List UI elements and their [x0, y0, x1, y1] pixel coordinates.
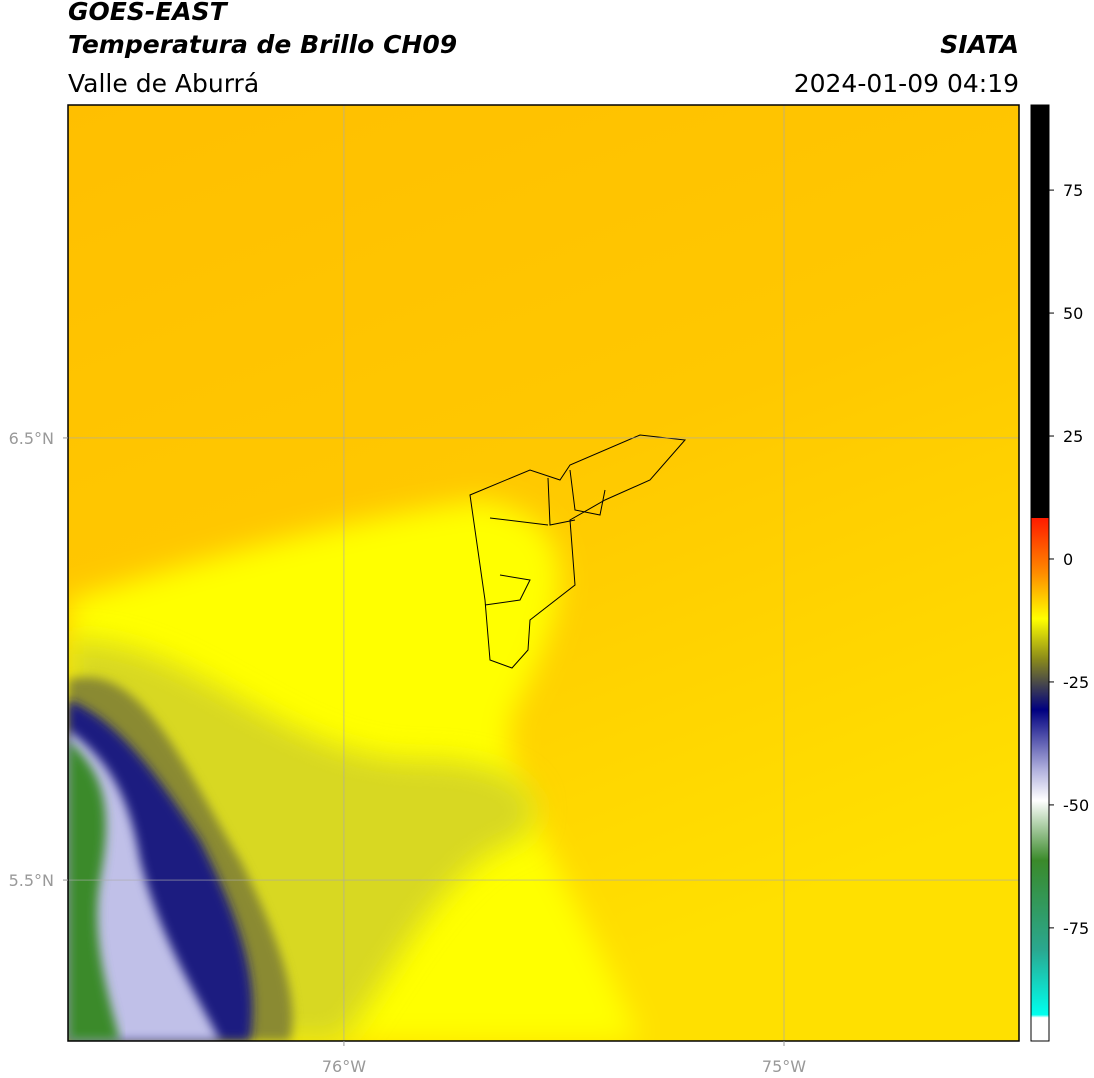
y-tick-label: 5.5°N — [9, 871, 54, 890]
datetime: 2024-01-09 04:19 — [794, 69, 1019, 98]
region: Valle de Aburrá — [68, 69, 259, 98]
y-tick-label: 6.5°N — [9, 429, 54, 448]
colorbar-tick-label: 50 — [1063, 304, 1083, 323]
subtitle: Temperatura de Brillo CH09 — [68, 30, 457, 59]
x-tick-label: 75°W — [762, 1057, 806, 1076]
colorbar-tick-label: 75 — [1063, 181, 1083, 200]
colorbar-tick-label: 25 — [1063, 427, 1083, 446]
title: GOES-EAST — [68, 0, 229, 26]
source: SIATA — [940, 30, 1019, 59]
colorbar-tick-label: 0 — [1063, 550, 1073, 569]
colorbar — [1030, 104, 1050, 1042]
colorbar-tick-label: -25 — [1063, 673, 1089, 692]
graticule — [68, 105, 1019, 1041]
colorbar-tick-label: -75 — [1063, 919, 1089, 938]
map-frame — [67, 104, 1020, 1042]
x-tick-label: 76°W — [322, 1057, 366, 1076]
satellite-image — [68, 105, 1019, 1041]
colorbar-tick-label: -50 — [1063, 796, 1089, 815]
